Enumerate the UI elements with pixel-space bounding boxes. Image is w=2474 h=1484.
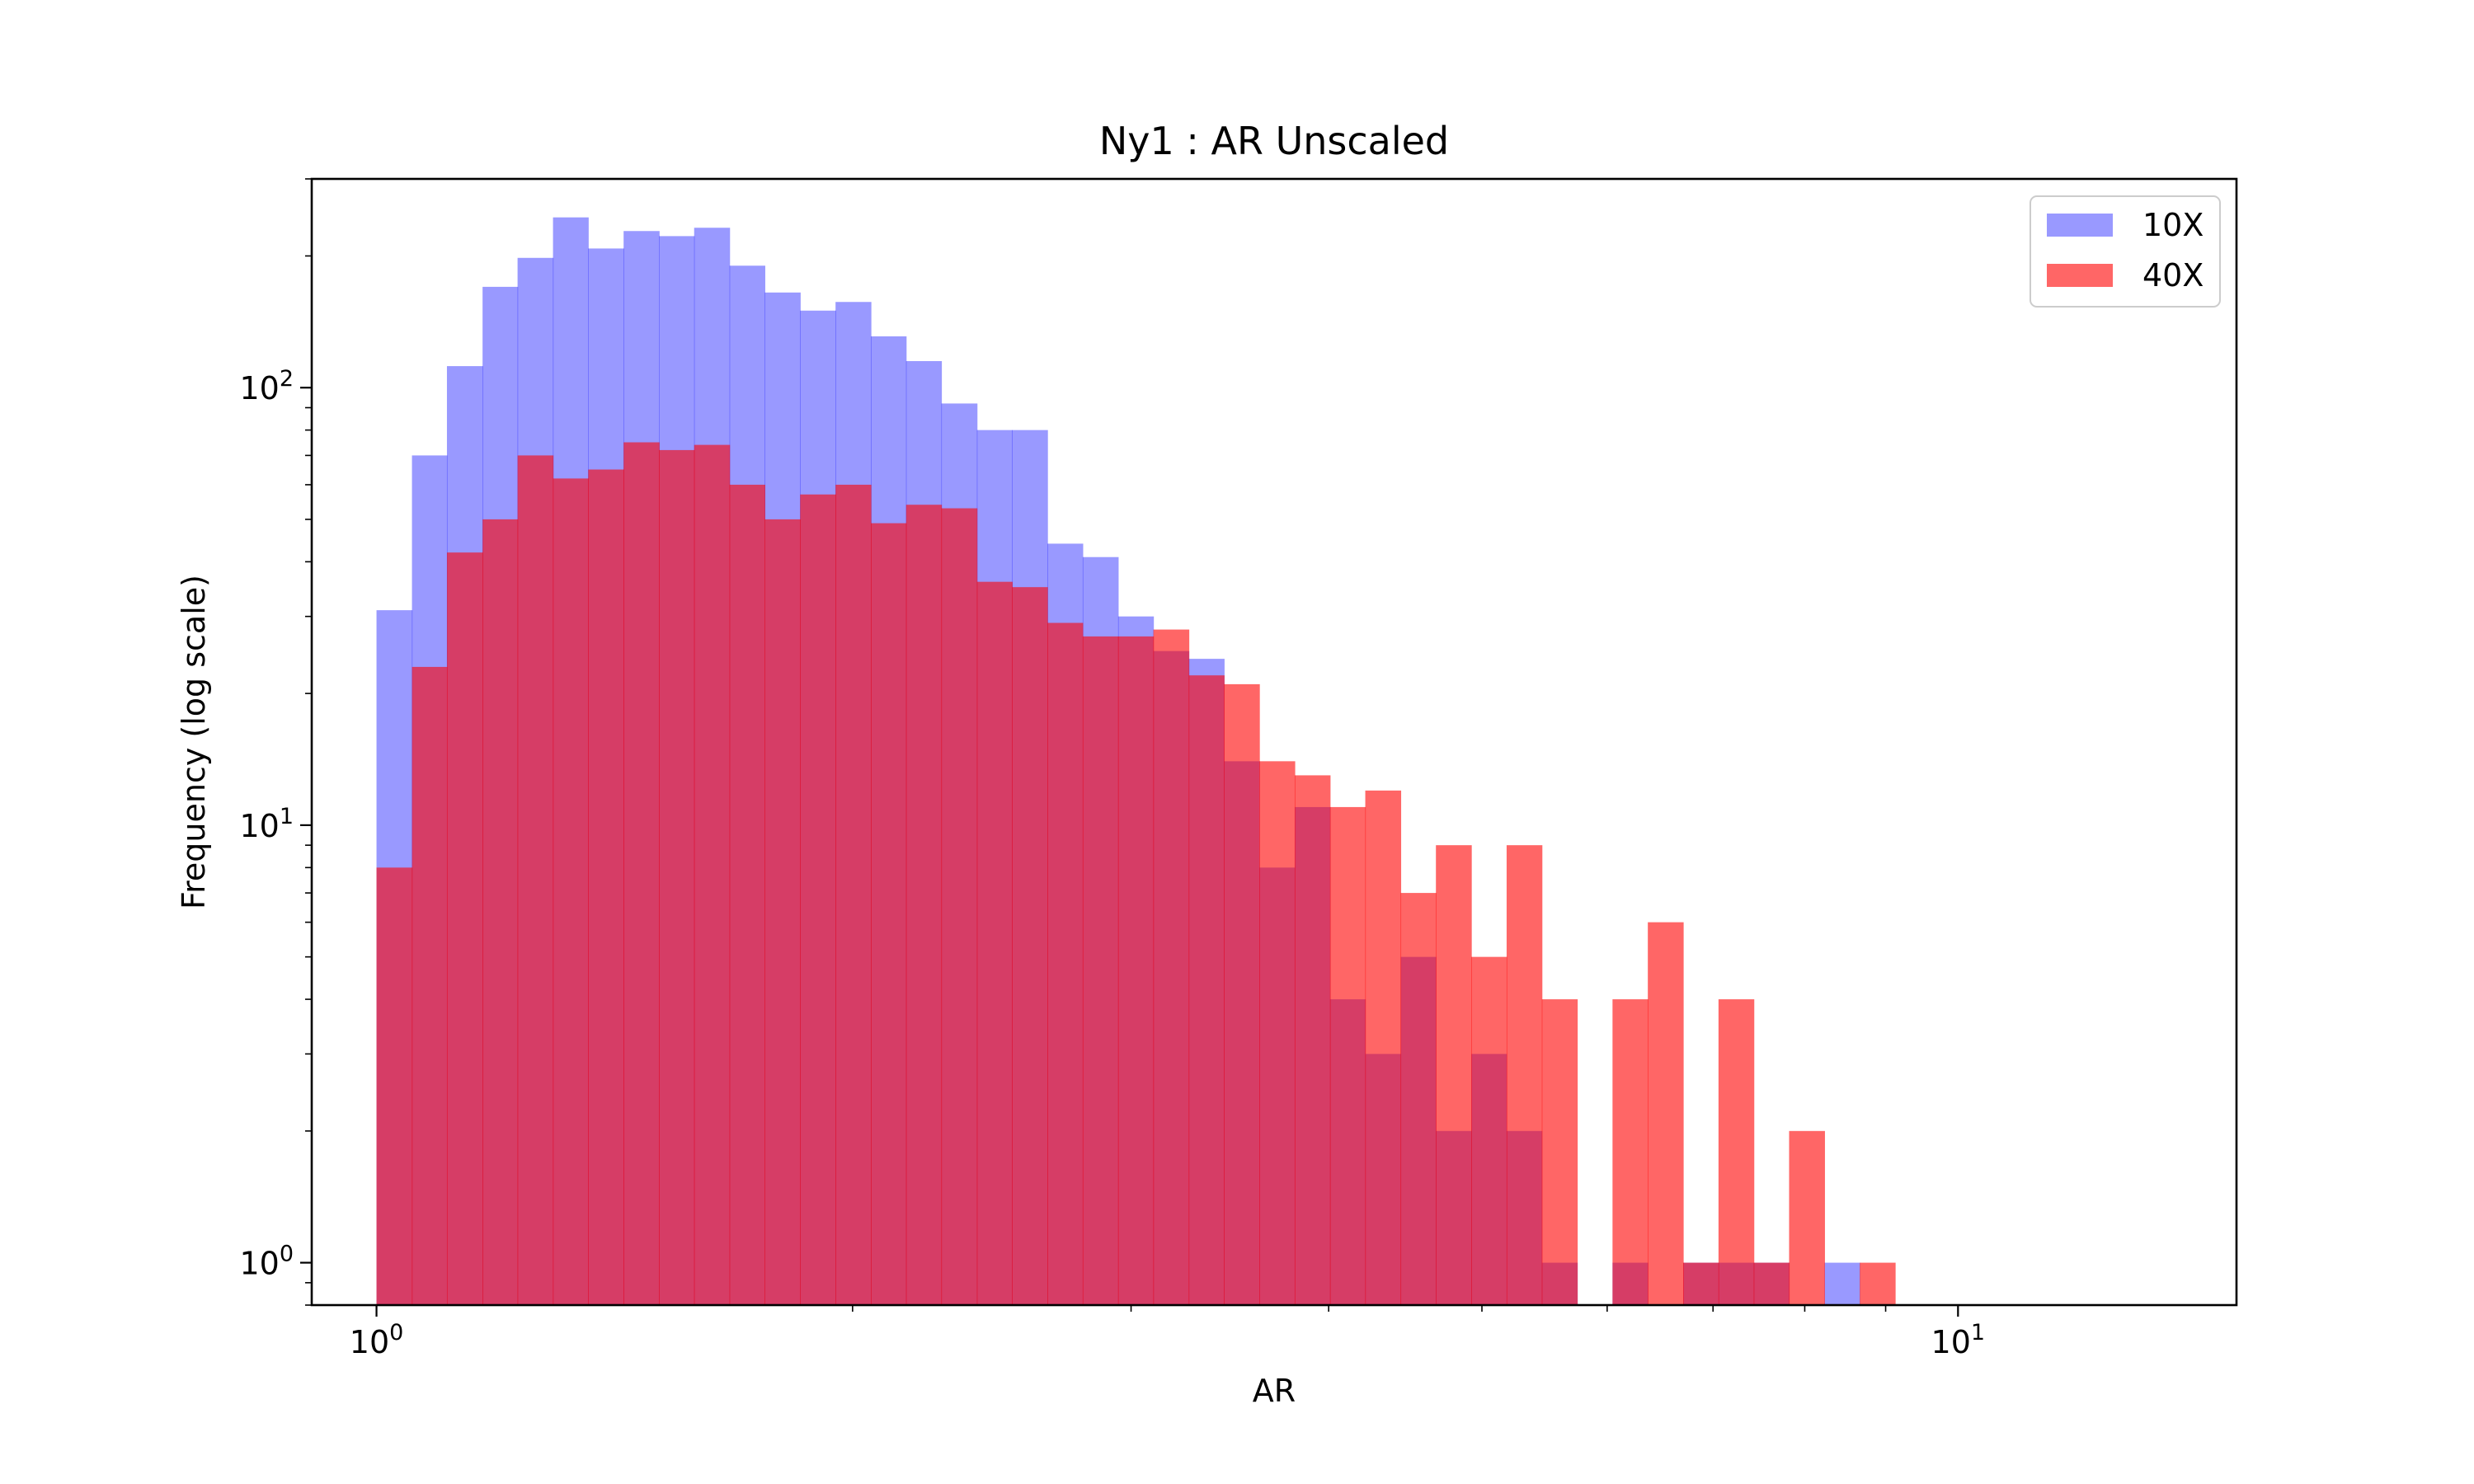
bar-40x-42 [1860, 1262, 1896, 1305]
series-40x [376, 442, 1896, 1306]
bar-40x-37 [1683, 1262, 1719, 1305]
bar-40x-16 [941, 508, 978, 1305]
bar-40x-7 [623, 442, 660, 1305]
bar-40x-9 [694, 444, 731, 1305]
bar-40x-4 [517, 455, 554, 1306]
bar-40x-15 [905, 505, 943, 1305]
bar-40x-5 [553, 478, 589, 1305]
bar-40x-21 [1117, 636, 1155, 1305]
bar-40x-35 [1612, 999, 1649, 1305]
bar-40x-19 [1047, 622, 1084, 1305]
legend-swatch-10x [2047, 214, 2113, 237]
bar-40x-6 [588, 469, 624, 1305]
bar-40x-10 [729, 484, 765, 1305]
y-axis-label: Frequency (log scale) [176, 575, 212, 909]
bar-40x-13 [835, 484, 872, 1305]
bar-40x-26 [1294, 775, 1331, 1305]
x-tick-label: 100 [350, 1320, 404, 1360]
bar-10x-41 [1824, 1262, 1860, 1305]
legend-label-40x: 40X [2142, 257, 2204, 294]
bar-40x-11 [764, 519, 801, 1305]
chart-title: Ny1 : AR Unscaled [1099, 119, 1449, 163]
bar-40x-32 [1506, 845, 1543, 1305]
bar-40x-14 [871, 523, 907, 1305]
bar-40x-31 [1471, 956, 1507, 1305]
bar-40x-40 [1789, 1130, 1825, 1305]
legend-label-10x: 10X [2142, 207, 2204, 243]
bar-40x-24 [1224, 683, 1260, 1305]
bar-40x-30 [1436, 845, 1472, 1305]
bar-40x-8 [659, 449, 695, 1306]
bar-40x-1 [412, 666, 448, 1305]
bar-40x-23 [1188, 675, 1225, 1305]
bar-40x-12 [800, 494, 836, 1305]
bar-40x-0 [376, 867, 413, 1305]
bar-40x-29 [1400, 893, 1437, 1305]
bar-40x-17 [976, 581, 1013, 1305]
bar-40x-39 [1753, 1262, 1790, 1305]
x-axis-label: AR [1253, 1373, 1296, 1409]
x-axis-ticks: 100 101 [350, 1305, 1985, 1360]
bar-40x-33 [1541, 999, 1578, 1305]
bar-40x-38 [1718, 999, 1755, 1305]
bar-40x-18 [1012, 587, 1048, 1305]
bars-layer [376, 217, 1896, 1306]
bar-40x-2 [446, 552, 483, 1305]
x-tick-label: 101 [1931, 1320, 1986, 1360]
y-tick-label: 102 [239, 366, 294, 406]
legend-swatch-40x [2047, 264, 2113, 287]
bar-40x-25 [1259, 761, 1296, 1305]
bar-40x-36 [1648, 922, 1684, 1305]
bar-40x-22 [1153, 629, 1190, 1305]
y-tick-label: 101 [239, 804, 294, 844]
y-axis-ticks: 100 101 102 [239, 178, 312, 1306]
bar-40x-27 [1329, 806, 1366, 1305]
bar-40x-20 [1082, 636, 1119, 1305]
y-tick-label: 100 [239, 1242, 294, 1282]
plot-frame [310, 177, 2238, 1307]
bar-40x-28 [1365, 790, 1402, 1305]
bar-40x-3 [482, 519, 519, 1305]
